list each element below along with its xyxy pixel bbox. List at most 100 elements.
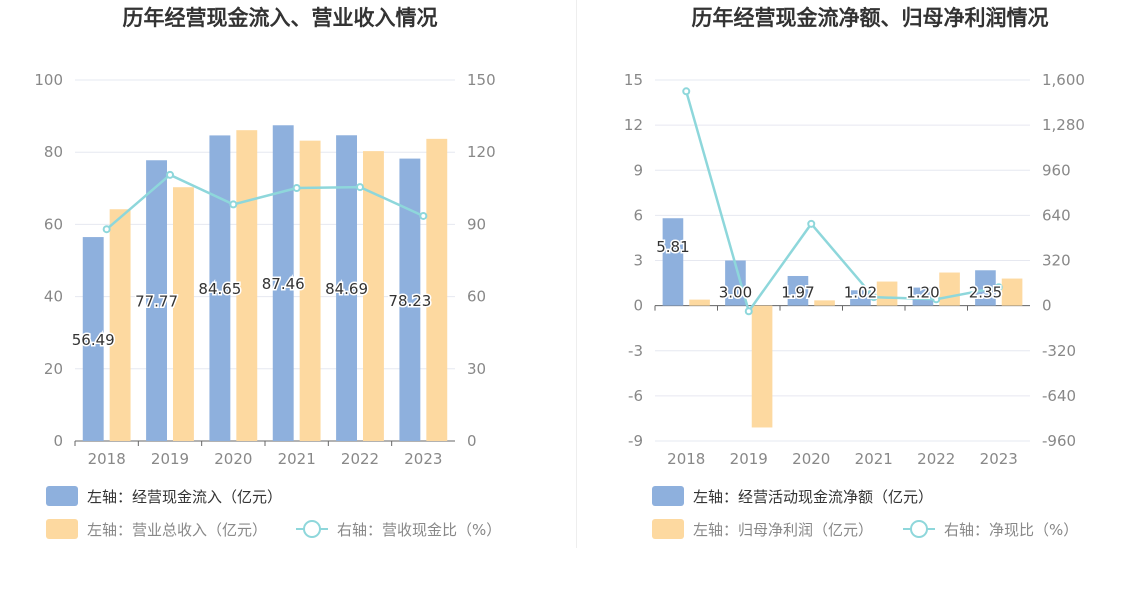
c0-right-tick-label: 0	[467, 432, 477, 450]
c1-left-tick-label: -9	[628, 432, 643, 450]
c0-bar-secondary[interactable]	[173, 187, 194, 441]
c1-ratio-point[interactable]	[994, 283, 1003, 292]
c1-right-tick-label: 320	[1042, 252, 1071, 270]
c0-right-tick-label: 60	[467, 288, 486, 306]
c1-category-label: 2021	[855, 450, 893, 468]
c1-legend-swatch[interactable]	[652, 519, 684, 539]
c1-ratio-point[interactable]	[807, 219, 816, 228]
c1-category-label: 2022	[917, 450, 955, 468]
c1-legend-line-marker[interactable]	[910, 520, 928, 538]
c0-bar-primary[interactable]	[336, 135, 357, 441]
c1-bar-primary[interactable]	[975, 270, 996, 306]
c0-data-label: 56.49	[72, 331, 115, 349]
c0-legend-swatch[interactable]	[46, 519, 78, 539]
c1-data-label: 5.81	[656, 238, 689, 256]
c0-data-label: 84.69	[325, 280, 368, 298]
c0-bar-secondary[interactable]	[236, 130, 258, 441]
c1-bar-primary[interactable]	[725, 260, 746, 306]
c1-bar-secondary[interactable]	[689, 299, 710, 306]
c1-ratio-point[interactable]	[932, 295, 941, 304]
c0-legend-label: 左轴：经营现金流入（亿元）	[87, 488, 282, 506]
c1-left-tick-label: 15	[624, 71, 643, 89]
c1-bar-primary[interactable]	[787, 275, 809, 306]
c0-right-tick-label: 30	[467, 360, 486, 378]
c1-category-label: 2020	[792, 450, 830, 468]
c0-left-tick-label: 40	[44, 288, 63, 306]
c0-left-tick-label: 60	[44, 215, 63, 233]
c1-bar-secondary[interactable]	[1001, 278, 1023, 306]
c0-left-tick-label: 0	[53, 432, 63, 450]
c0-bar-secondary[interactable]	[109, 209, 131, 441]
c0-legend-line-marker[interactable]	[303, 520, 321, 538]
c1-data-label: 3.00	[719, 284, 752, 302]
c1-right-tick-label: 1,600	[1042, 71, 1085, 89]
c1-ratio-point[interactable]	[682, 87, 691, 96]
c1-legend-label: 左轴：经营活动现金流净额（亿元）	[693, 488, 933, 506]
c1-left-tick-label: 12	[624, 116, 643, 134]
c1-ratio-point[interactable]	[869, 293, 878, 302]
c0-data-label: 84.65	[198, 280, 241, 298]
c0-ratio-point[interactable]	[102, 225, 111, 234]
c1-ratio-line	[685, 90, 999, 315]
panel-divider	[576, 0, 577, 548]
c0-right-tick-label: 90	[467, 215, 486, 233]
c0-bar-primary[interactable]	[399, 158, 421, 441]
c0-data-label: 77.77	[135, 293, 178, 311]
c0-ratio-point[interactable]	[166, 170, 174, 179]
c0-bar-primary[interactable]	[209, 135, 231, 441]
c1-right-tick-label: -960	[1042, 432, 1076, 450]
c0-category-label: 2019	[151, 450, 189, 468]
c0-right-tick-label: 150	[467, 71, 496, 89]
c0-category-label: 2022	[341, 450, 379, 468]
c0-legend-label: 左轴：营业总收入（亿元）	[87, 521, 267, 539]
c0-data-label: 78.23	[388, 292, 431, 310]
c1-left-tick-label: -3	[628, 342, 643, 360]
c1-bar-primary[interactable]	[912, 287, 934, 306]
c1-right-tick-label: -640	[1042, 387, 1076, 405]
c0-category-label: 2020	[214, 450, 252, 468]
c1-right-tick-label: 640	[1042, 206, 1071, 224]
c0-category-label: 2021	[278, 450, 316, 468]
c1-data-label: 1.97	[781, 284, 814, 302]
c1-bar-secondary[interactable]	[814, 300, 835, 306]
c0-right-tick-label: 120	[467, 143, 496, 161]
c1-data-label: 1.02	[844, 284, 877, 302]
c1-left-tick-label: 0	[633, 297, 643, 315]
c0-ratio-line	[105, 173, 424, 231]
c1-ratio-point[interactable]	[744, 307, 753, 316]
c1-bar-secondary[interactable]	[876, 281, 898, 306]
c1-right-tick-label: 1,280	[1042, 116, 1085, 134]
c0-ratio-point[interactable]	[356, 183, 364, 192]
c0-ratio-point[interactable]	[419, 211, 428, 220]
c1-right-tick-label: 960	[1042, 161, 1071, 179]
c0-bar-primary[interactable]	[146, 160, 167, 441]
c0-ratio-point[interactable]	[292, 184, 301, 193]
c0-left-tick-label: 20	[44, 360, 63, 378]
c1-bar-primary[interactable]	[662, 218, 684, 306]
c0-bar-secondary[interactable]	[363, 151, 384, 441]
c0-bar-primary[interactable]	[82, 237, 104, 441]
c1-category-label: 2019	[730, 450, 768, 468]
c0-title: 历年经营现金流入、营业收入情况	[123, 6, 438, 30]
c1-category-label: 2018	[667, 450, 705, 468]
c0-ratio-point[interactable]	[229, 200, 238, 209]
c1-data-label: 1.20	[906, 284, 939, 302]
c1-category-label: 2023	[980, 450, 1018, 468]
c1-bar-secondary[interactable]	[939, 272, 960, 306]
c1-title: 历年经营现金流净额、归母净利润情况	[692, 6, 1049, 30]
c1-legend-swatch[interactable]	[652, 486, 684, 506]
c1-bar-secondary[interactable]	[751, 305, 773, 428]
c0-left-tick-label: 100	[34, 71, 63, 89]
c1-right-tick-label: -320	[1042, 342, 1076, 360]
c1-bar-primary[interactable]	[850, 290, 871, 306]
c0-bar-secondary[interactable]	[426, 138, 448, 441]
c0-legend-swatch[interactable]	[46, 486, 78, 506]
c1-left-tick-label: 3	[633, 252, 643, 270]
c0-bar-primary[interactable]	[272, 125, 294, 441]
c1-right-tick-label: 0	[1042, 297, 1052, 315]
c0-legend-label: 右轴：营收现金比（%）	[337, 521, 501, 539]
c0-bar-secondary[interactable]	[299, 140, 321, 441]
c1-left-tick-label: 6	[633, 206, 643, 224]
c0-category-label: 2023	[404, 450, 442, 468]
